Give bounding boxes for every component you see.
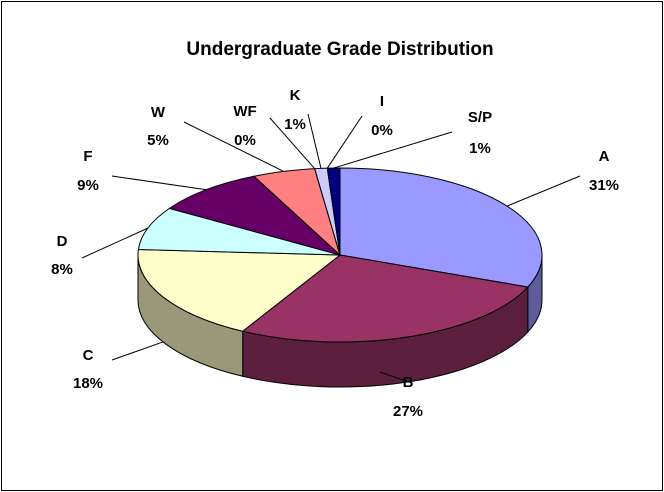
leader-line (269, 117, 316, 170)
slice (137, 249, 342, 332)
slice (137, 207, 341, 256)
slice (168, 175, 341, 256)
pie-tops (137, 167, 543, 343)
leader-line (326, 115, 363, 169)
leader-line (307, 113, 322, 169)
slice-label: C (83, 347, 94, 364)
slice-label: A (599, 148, 610, 165)
slice-label: I (380, 93, 384, 110)
slice-label: D (57, 233, 68, 250)
slice-value-label: 18% (73, 375, 103, 392)
slice-value-label: 1% (469, 140, 491, 157)
slice-value-label: 31% (589, 177, 619, 194)
slice-label: WF (233, 103, 256, 120)
slice-value-label: 1% (284, 116, 306, 133)
slice-value-label: 5% (147, 132, 169, 149)
leader-line (183, 121, 284, 172)
leader-line (379, 371, 409, 383)
slice-value-label: 27% (393, 403, 423, 420)
slice-label: B (403, 374, 414, 391)
slice-value-label: 9% (77, 177, 99, 194)
slice-label: S/P (468, 109, 492, 126)
slice-value-label: 0% (234, 132, 256, 149)
slice-label: K (290, 87, 301, 104)
slice (241, 254, 529, 343)
leader-line (81, 227, 149, 259)
leader-line (506, 175, 581, 207)
leader-line (111, 341, 164, 361)
slice-value-label: 8% (51, 261, 73, 278)
slice-label: F (83, 148, 92, 165)
pie-labels: A 31% B 27% C 18% D 8% F 9% W 5% WF 0% K 1% I 0% S/P 1% (51, 87, 619, 420)
leader-line (333, 131, 453, 169)
slice-label: W (151, 104, 166, 121)
chart-title: Undergraduate Grade Distribution (186, 39, 493, 60)
slice-value-label: 0% (371, 122, 393, 139)
pie-sides (137, 254, 543, 388)
leader-line (111, 175, 207, 191)
